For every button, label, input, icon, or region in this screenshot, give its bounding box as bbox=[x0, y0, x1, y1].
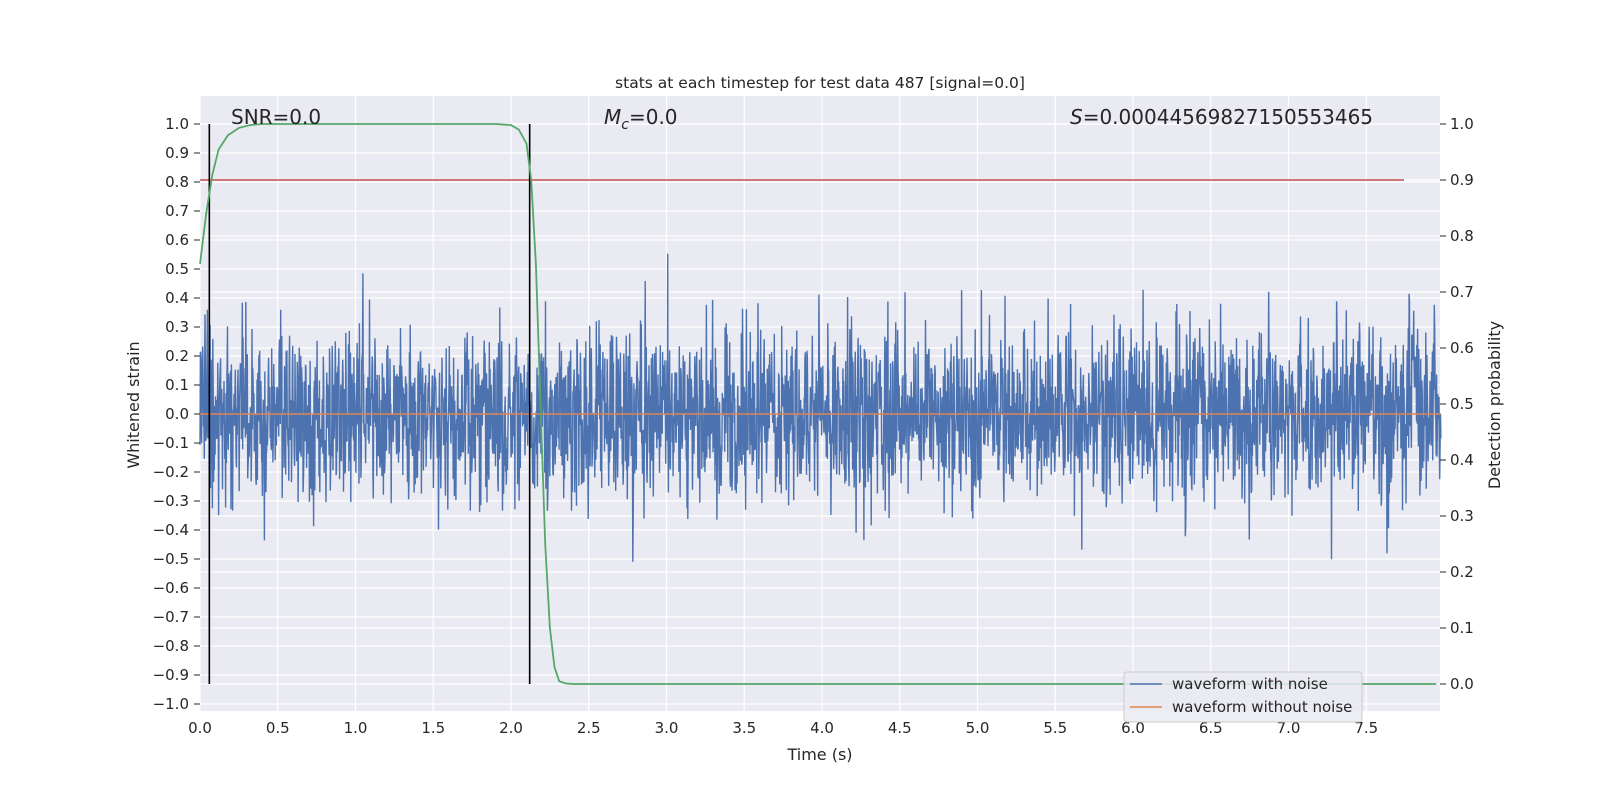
left-tick-label: 1.0 bbox=[165, 115, 189, 133]
x-ticks: 0.0 0.5 1.0 1.5 2.0 2.5 3.0 3.5 4.0 4.5 5.0 5.5 6.0 6… bbox=[188, 719, 1378, 737]
left-tick-label: −0.7 bbox=[153, 608, 189, 626]
right-tick-label: 0.6 bbox=[1450, 339, 1474, 357]
left-tick-label: −0.4 bbox=[153, 521, 189, 539]
left-tick-label: −0.3 bbox=[153, 492, 189, 510]
x-tick-label: 5.0 bbox=[966, 719, 990, 737]
left-tick-label: 0.5 bbox=[165, 260, 189, 278]
s-value: =0.00044569827150553465 bbox=[1083, 105, 1373, 129]
right-tick-label: 0.4 bbox=[1450, 451, 1474, 469]
legend: waveform with noise waveform without noi… bbox=[1123, 671, 1363, 723]
x-tick-label: 6.5 bbox=[1199, 719, 1223, 737]
left-tick-label: −0.9 bbox=[153, 666, 189, 684]
mc-subscript: c bbox=[621, 117, 629, 133]
x-tick-label: 4.5 bbox=[888, 719, 912, 737]
left-tick-label: 0.2 bbox=[165, 347, 189, 365]
legend-label-noise: waveform with noise bbox=[1172, 675, 1328, 693]
left-tick-label: −0.8 bbox=[153, 637, 189, 655]
mc-value: =0.0 bbox=[629, 105, 678, 129]
left-tick-label: 0.6 bbox=[165, 231, 189, 249]
x-tick-label: 2.0 bbox=[499, 719, 523, 737]
left-tick-label: −0.1 bbox=[153, 434, 189, 452]
detection-probability-line bbox=[199, 123, 1437, 685]
left-ticks: 1.0 0.9 0.8 0.7 0.6 0.5 0.4 0.3 0.2 0.1 0.0 −0.1 −0.… bbox=[153, 115, 200, 713]
x-tick-label: 0.0 bbox=[188, 719, 212, 737]
snr-annotation: SNR=0.0 bbox=[231, 105, 321, 129]
left-tick-label: 0.9 bbox=[165, 144, 189, 162]
right-tick-label: 0.9 bbox=[1450, 171, 1474, 189]
waveform-with-noise-line bbox=[199, 253, 1442, 562]
left-tick-label: 0.7 bbox=[165, 202, 189, 220]
chart-title: stats at each timestep for test data 487… bbox=[615, 74, 1025, 92]
legend-box bbox=[1123, 671, 1363, 723]
left-tick-label: 0.4 bbox=[165, 289, 189, 307]
left-tick-label: 0.1 bbox=[165, 376, 189, 394]
left-axis-label: Whitened strain bbox=[124, 341, 143, 468]
s-symbol: S bbox=[1070, 105, 1083, 129]
x-tick-label: 1.5 bbox=[421, 719, 445, 737]
right-ticks: 1.0 0.9 0.8 0.7 0.6 0.5 0.4 0.3 0.2 0.1 0.0 bbox=[1440, 115, 1474, 693]
x-axis-label: Time (s) bbox=[786, 745, 852, 764]
mc-annotation: Mc=0.0 bbox=[604, 105, 678, 133]
legend-label-clean: waveform without noise bbox=[1172, 698, 1352, 716]
right-tick-label: 1.0 bbox=[1450, 115, 1474, 133]
right-tick-label: 0.2 bbox=[1450, 563, 1474, 581]
left-tick-label: −0.5 bbox=[153, 550, 189, 568]
x-tick-label: 2.5 bbox=[577, 719, 601, 737]
left-tick-label: −1.0 bbox=[153, 695, 189, 713]
x-tick-label: 7.0 bbox=[1277, 719, 1301, 737]
data-lines bbox=[199, 123, 1441, 685]
right-tick-label: 0.3 bbox=[1450, 507, 1474, 525]
x-tick-label: 5.5 bbox=[1043, 719, 1067, 737]
right-tick-label: 0.1 bbox=[1450, 619, 1474, 637]
left-tick-label: 0.8 bbox=[165, 173, 189, 191]
x-tick-label: 7.5 bbox=[1354, 719, 1378, 737]
x-tick-label: 6.0 bbox=[1121, 719, 1145, 737]
right-tick-label: 0.0 bbox=[1450, 675, 1474, 693]
right-tick-label: 0.7 bbox=[1450, 283, 1474, 301]
x-tick-label: 3.0 bbox=[655, 719, 679, 737]
right-tick-label: 0.8 bbox=[1450, 227, 1474, 245]
s-annotation: S=0.00044569827150553465 bbox=[1070, 105, 1373, 129]
left-tick-label: −0.6 bbox=[153, 579, 189, 597]
x-tick-label: 3.5 bbox=[732, 719, 756, 737]
left-tick-label: 0.0 bbox=[165, 405, 189, 423]
right-axis-label: Detection probability bbox=[1485, 321, 1504, 489]
right-tick-label: 0.5 bbox=[1450, 395, 1474, 413]
x-tick-label: 4.0 bbox=[810, 719, 834, 737]
mc-symbol: M bbox=[604, 105, 621, 129]
noise-waveform bbox=[199, 253, 1442, 562]
x-tick-label: 0.5 bbox=[266, 719, 290, 737]
left-tick-label: −0.2 bbox=[153, 463, 189, 481]
x-tick-label: 1.0 bbox=[344, 719, 368, 737]
left-tick-label: 0.3 bbox=[165, 318, 189, 336]
